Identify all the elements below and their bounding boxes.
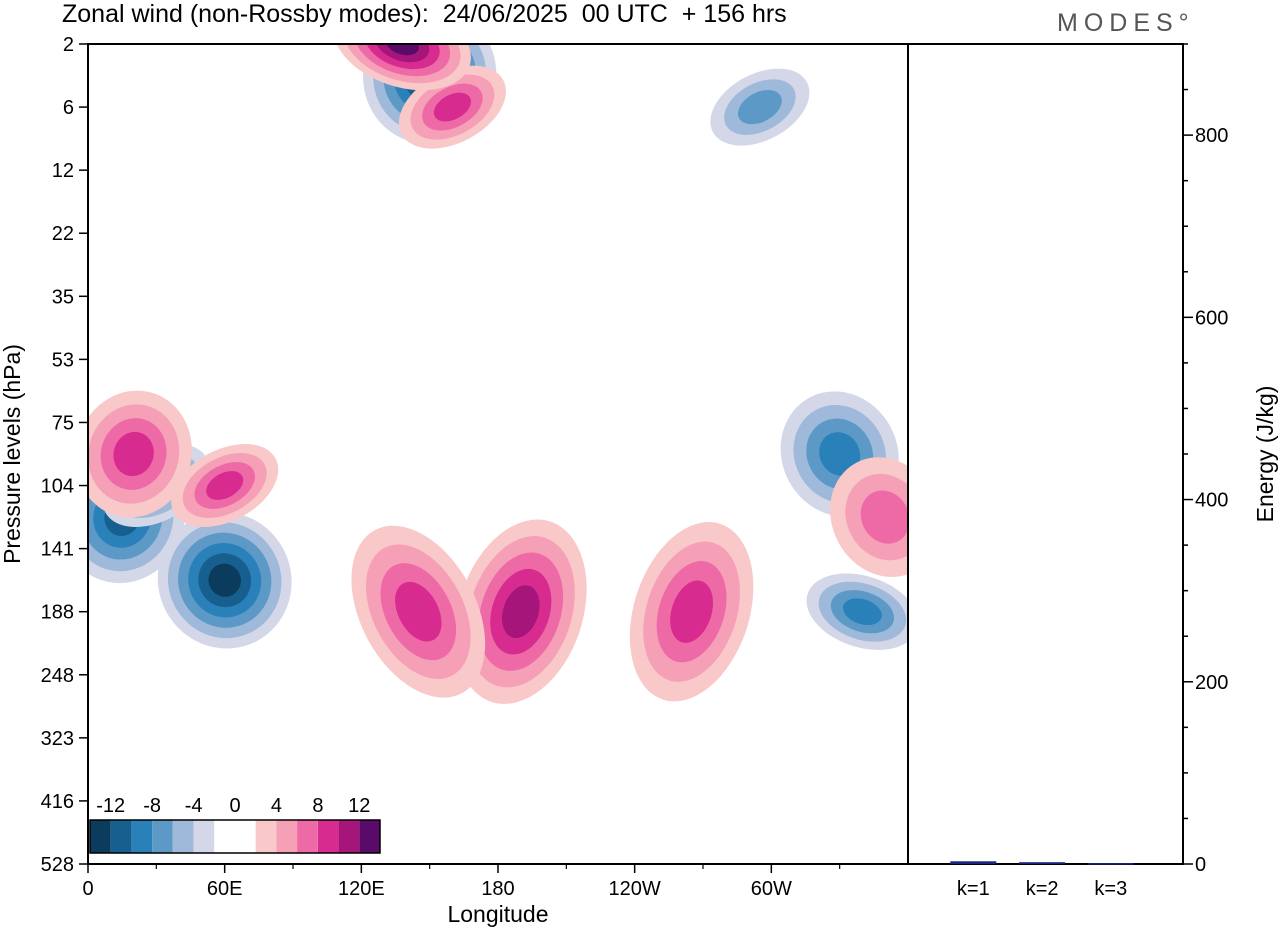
contour-level (501, 585, 540, 639)
wind-feature (710, 68, 810, 146)
energy-tick-label: 200 (1195, 672, 1228, 694)
x-tick-label: 180 (481, 878, 514, 900)
wind-feature (157, 511, 292, 649)
y-tick-label: 248 (41, 665, 74, 687)
colorbar-swatch (317, 820, 339, 853)
y-tick-label: 75 (52, 412, 74, 434)
y-tick-label: 22 (52, 223, 74, 245)
contour-level (860, 490, 908, 544)
x-tick-label: 120E (338, 878, 385, 900)
colorbar-swatch (90, 820, 111, 853)
y-tick-label: 53 (52, 349, 74, 371)
energy-bars (950, 861, 1134, 865)
y-tick-label: 12 (52, 160, 74, 182)
modes-logo: MODES° (1057, 9, 1195, 37)
energy-axis-title: Energy (J/kg) (1252, 386, 1278, 523)
chart-title: Zonal wind (non-Rossby modes): 24/06/202… (62, 0, 787, 28)
energy-bar (1019, 862, 1066, 864)
colorbar-label: 12 (348, 795, 370, 817)
contour-level (395, 581, 442, 642)
wind-feature (351, 525, 486, 698)
wind-feature (806, 573, 908, 650)
energy-category-label: k=2 (1026, 878, 1059, 900)
colorbar-swatch (131, 820, 153, 853)
energy-tick-label: 0 (1195, 854, 1206, 876)
contour-level (113, 431, 154, 477)
colorbar-swatch (172, 820, 194, 853)
energy-category-label: k=3 (1094, 878, 1127, 900)
colorbar-swatch (297, 820, 318, 853)
energy-tick-label: 800 (1195, 125, 1228, 147)
colorbar-swatch (359, 820, 380, 853)
colorbar-label: 8 (312, 795, 323, 817)
wind-feature (88, 390, 192, 518)
heatmap-plot: -12 -8 -4 0 4 8 12 0 60E 120E 180 120W 60W 2 6 12 22 35… (0, 34, 909, 927)
energy-bar (950, 861, 997, 864)
energy-x-axis: k=1 k=2 k=3 (957, 878, 1127, 900)
y-tick-label: 141 (41, 539, 74, 561)
y-tick-label: 416 (41, 791, 74, 813)
y-tick-label: 188 (41, 602, 74, 624)
contour-level (819, 432, 861, 476)
y-tick-label: 323 (41, 728, 74, 750)
x-tick-label: 60W (751, 878, 792, 900)
colorbar-label: -12 (96, 795, 125, 817)
colorbar-swatch (110, 820, 132, 853)
x-axis-title: Longitude (447, 901, 548, 927)
contour-level (385, 44, 419, 56)
colorbar-swatch (276, 820, 298, 853)
colorbar-swatch (255, 820, 277, 853)
colorbar-label: -8 (143, 795, 161, 817)
colorbar-swatch (193, 820, 215, 853)
y-tick-label: 528 (41, 854, 74, 876)
energy-frame (907, 43, 1184, 865)
energy-tick-label: 400 (1195, 490, 1228, 512)
y-axis-title: Pressure levels (hPa) (0, 344, 25, 564)
y-tick-label: 6 (63, 97, 74, 119)
wind-feature (171, 444, 279, 527)
x-tick-label: 60E (207, 878, 243, 900)
y-tick-label: 2 (63, 34, 74, 56)
energy-bar-plot: 0 200 400 600 800 k=1 k=2 k=3 Energy (J/kg) (907, 43, 1278, 900)
colorbar-swatch (338, 820, 360, 853)
colorbar-label: -4 (185, 795, 203, 817)
colorbar-label: 0 (229, 795, 240, 817)
contour-level (433, 92, 471, 122)
colorbar-label: 4 (271, 795, 282, 817)
wind-contours (88, 44, 908, 704)
contour-level (842, 598, 882, 626)
energy-tick-label: 600 (1195, 307, 1228, 329)
contour-level (737, 89, 782, 125)
colorbar-swatch (214, 820, 235, 853)
x-tick-label: 120W (609, 878, 661, 900)
wind-feature (629, 522, 754, 702)
x-axis: 0 60E 120E 180 120W 60W (82, 864, 841, 900)
colorbar-swatch (152, 820, 173, 853)
wind-feature (830, 457, 908, 577)
energy-category-label: k=1 (957, 878, 990, 900)
y-tick-label: 35 (52, 286, 74, 308)
contour-level (670, 580, 714, 643)
wind-feature (454, 519, 587, 704)
colorbar: -12 -8 -4 0 4 8 12 (88, 780, 382, 856)
x-tick-label: 0 (82, 878, 93, 900)
contour-level (208, 563, 241, 597)
y-axis: 2 6 12 22 35 53 75 104 141 188 248 323 416 528 (41, 34, 88, 876)
energy-bar (1087, 863, 1134, 865)
energy-y-axis: 0 200 400 600 800 (1183, 43, 1228, 876)
colorbar-frame (89, 819, 381, 854)
contour-level (206, 471, 244, 500)
colorbar-swatch (235, 820, 256, 853)
y-tick-label: 104 (41, 476, 74, 498)
